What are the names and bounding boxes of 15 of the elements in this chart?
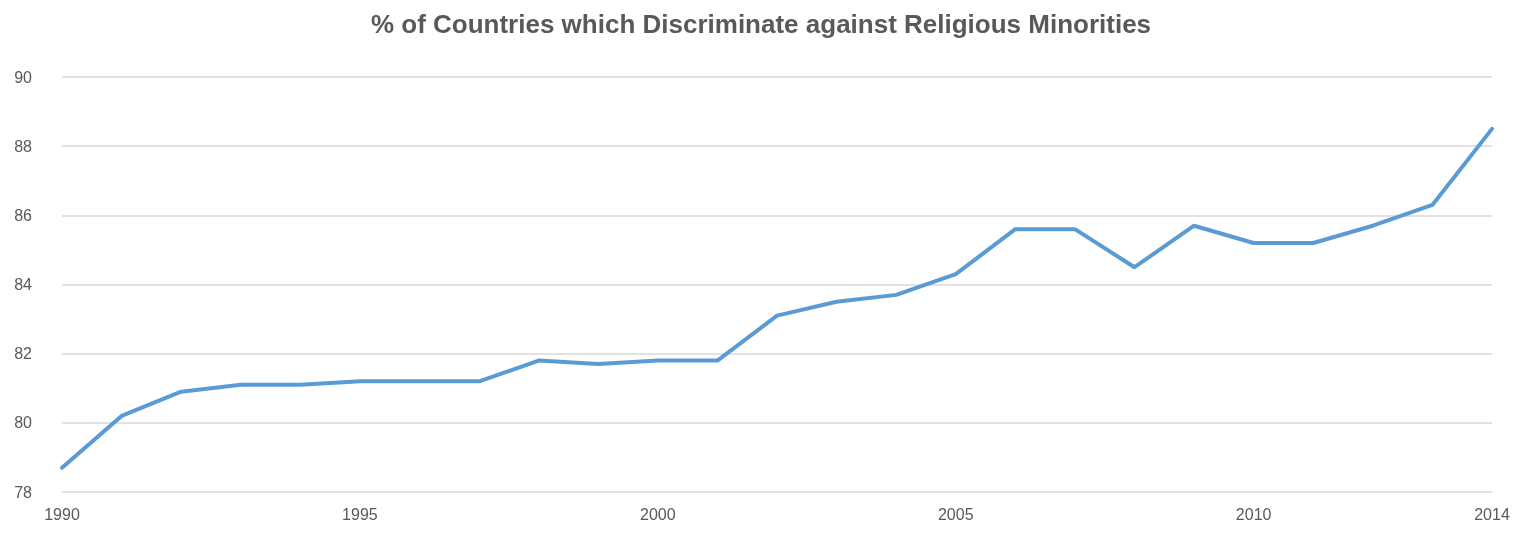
x-tick-label: 2000 xyxy=(640,505,676,523)
y-tick-label: 90 xyxy=(14,68,33,86)
x-tick-label: 2010 xyxy=(1235,505,1272,523)
chart-title: % of Countries which Discriminate against Religious Minorities xyxy=(370,9,1152,39)
x-tick-label: 2005 xyxy=(937,505,974,523)
x-tick-label: 1995 xyxy=(342,505,378,523)
line-series xyxy=(60,126,1494,470)
x-tick-label: 2014 xyxy=(1474,505,1510,523)
y-tick-label: 88 xyxy=(14,137,33,155)
x-tick-label: 1990 xyxy=(44,505,80,523)
y-tick-label: 82 xyxy=(14,345,33,363)
y-tick-label: 86 xyxy=(14,206,33,224)
y-tick-label: 80 xyxy=(14,414,33,432)
y-tick-label: 78 xyxy=(14,483,33,501)
y-tick-label: 84 xyxy=(14,276,33,293)
